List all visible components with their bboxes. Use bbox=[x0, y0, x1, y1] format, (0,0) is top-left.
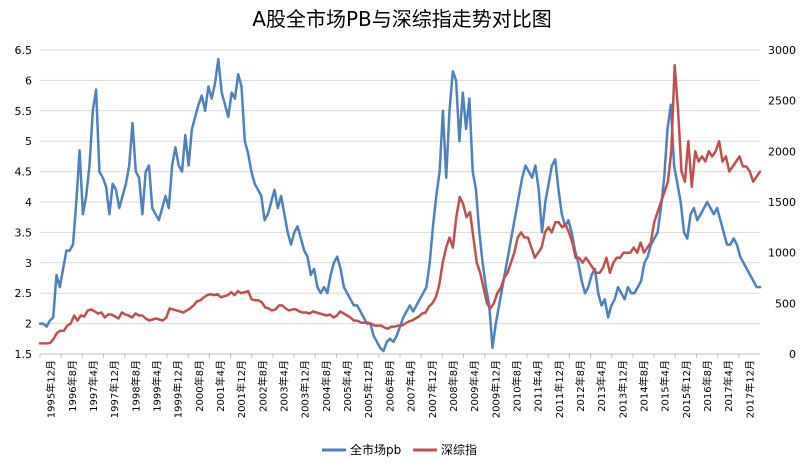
x-tick-label: 1996年8月 bbox=[66, 360, 79, 412]
x-tick-label: 2003年12月 bbox=[299, 360, 312, 418]
left-y-axis: 1.5 2 2.5 3 3.5 4 4.5 5 5.5 6 6.5 bbox=[15, 44, 33, 361]
x-tick-label: 1999年12月 bbox=[172, 360, 185, 418]
left-y-tick-label: 4.5 bbox=[15, 166, 33, 179]
x-tick-label: 2006年8月 bbox=[383, 360, 396, 412]
x-tick-label: 2013年12月 bbox=[616, 360, 629, 418]
legend: 全市场pb 深综指 bbox=[322, 442, 477, 457]
x-tick-label: 2009年12月 bbox=[489, 360, 502, 418]
series-line-szse-composite bbox=[38, 63, 762, 345]
x-tick-label: 1997年4月 bbox=[87, 360, 100, 412]
x-tick-label: 2017年12月 bbox=[743, 360, 756, 418]
x-tick-label: 2007年4月 bbox=[405, 360, 418, 412]
right-y-tick-label: 3000 bbox=[768, 44, 796, 57]
x-tick-label: 2005年4月 bbox=[341, 360, 354, 412]
legend-label: 深综指 bbox=[441, 442, 477, 457]
x-tick-label: 2011年4月 bbox=[532, 360, 545, 412]
x-axis: 1995年12月 1996年8月 1997年4月 1997年12月 1998年8月 199… bbox=[39, 353, 760, 418]
left-y-tick-label: 2.5 bbox=[15, 287, 33, 300]
right-y-tick-label: 2500 bbox=[768, 95, 796, 108]
x-tick-label: 2007年12月 bbox=[426, 360, 439, 418]
x-tick-label: 2008年8月 bbox=[447, 360, 460, 412]
x-tick-label: 2016年8月 bbox=[701, 360, 714, 412]
x-tick-label: 2001年12月 bbox=[235, 360, 248, 418]
left-y-tick-label: 5 bbox=[25, 135, 32, 148]
x-tick-label: 2004年8月 bbox=[320, 360, 333, 412]
left-y-tick-label: 3.5 bbox=[15, 226, 33, 239]
left-y-tick-label: 5.5 bbox=[15, 105, 33, 118]
left-y-tick-label: 3 bbox=[25, 257, 32, 270]
left-y-tick-label: 2 bbox=[25, 318, 32, 331]
left-y-tick-label: 4 bbox=[25, 196, 32, 209]
x-tick-label: 2011年12月 bbox=[553, 360, 566, 418]
gridlines bbox=[40, 49, 760, 355]
x-tick-label: 2015年12月 bbox=[680, 360, 693, 418]
right-y-tick-label: 0 bbox=[789, 348, 796, 361]
right-y-axis: 0 500 1000 1500 2000 2500 3000 bbox=[768, 44, 796, 361]
x-tick-label: 2002年8月 bbox=[256, 360, 269, 412]
legend-label: 全市场pb bbox=[350, 442, 401, 457]
x-tick-label: 2001年4月 bbox=[214, 360, 227, 412]
x-tick-label: 2012年8月 bbox=[574, 360, 587, 412]
series-line-market-pb bbox=[38, 57, 762, 353]
x-tick-label: 2015年4月 bbox=[659, 360, 672, 412]
left-y-tick-label: 1.5 bbox=[15, 348, 33, 361]
x-tick-label: 2010年8月 bbox=[510, 360, 523, 412]
left-y-tick-label: 6 bbox=[25, 74, 32, 87]
right-y-tick-label: 1500 bbox=[768, 196, 796, 209]
x-tick-label: 1997年12月 bbox=[108, 360, 121, 418]
x-tick-label: 2014年8月 bbox=[638, 360, 651, 412]
x-tick-label: 1995年12月 bbox=[45, 360, 58, 418]
left-y-tick-label: 6.5 bbox=[15, 44, 33, 57]
series-layer bbox=[38, 57, 762, 353]
x-tick-label: 2003年4月 bbox=[278, 360, 291, 412]
x-tick-label: 2009年4月 bbox=[468, 360, 481, 412]
right-y-tick-label: 500 bbox=[775, 297, 796, 310]
x-tick-label: 1998年8月 bbox=[129, 360, 142, 412]
x-tick-label: 1999年4月 bbox=[150, 360, 163, 412]
x-tick-label: 2000年8月 bbox=[193, 360, 206, 412]
x-tick-label: 2013年4月 bbox=[595, 360, 608, 412]
chart-title: A股全市场PB与深综指走势对比图 bbox=[252, 7, 551, 31]
x-tick-label: 2005年12月 bbox=[362, 360, 375, 418]
right-y-tick-label: 1000 bbox=[768, 247, 796, 260]
x-tick-label: 2017年4月 bbox=[722, 360, 735, 412]
right-y-tick-label: 2000 bbox=[768, 145, 796, 158]
